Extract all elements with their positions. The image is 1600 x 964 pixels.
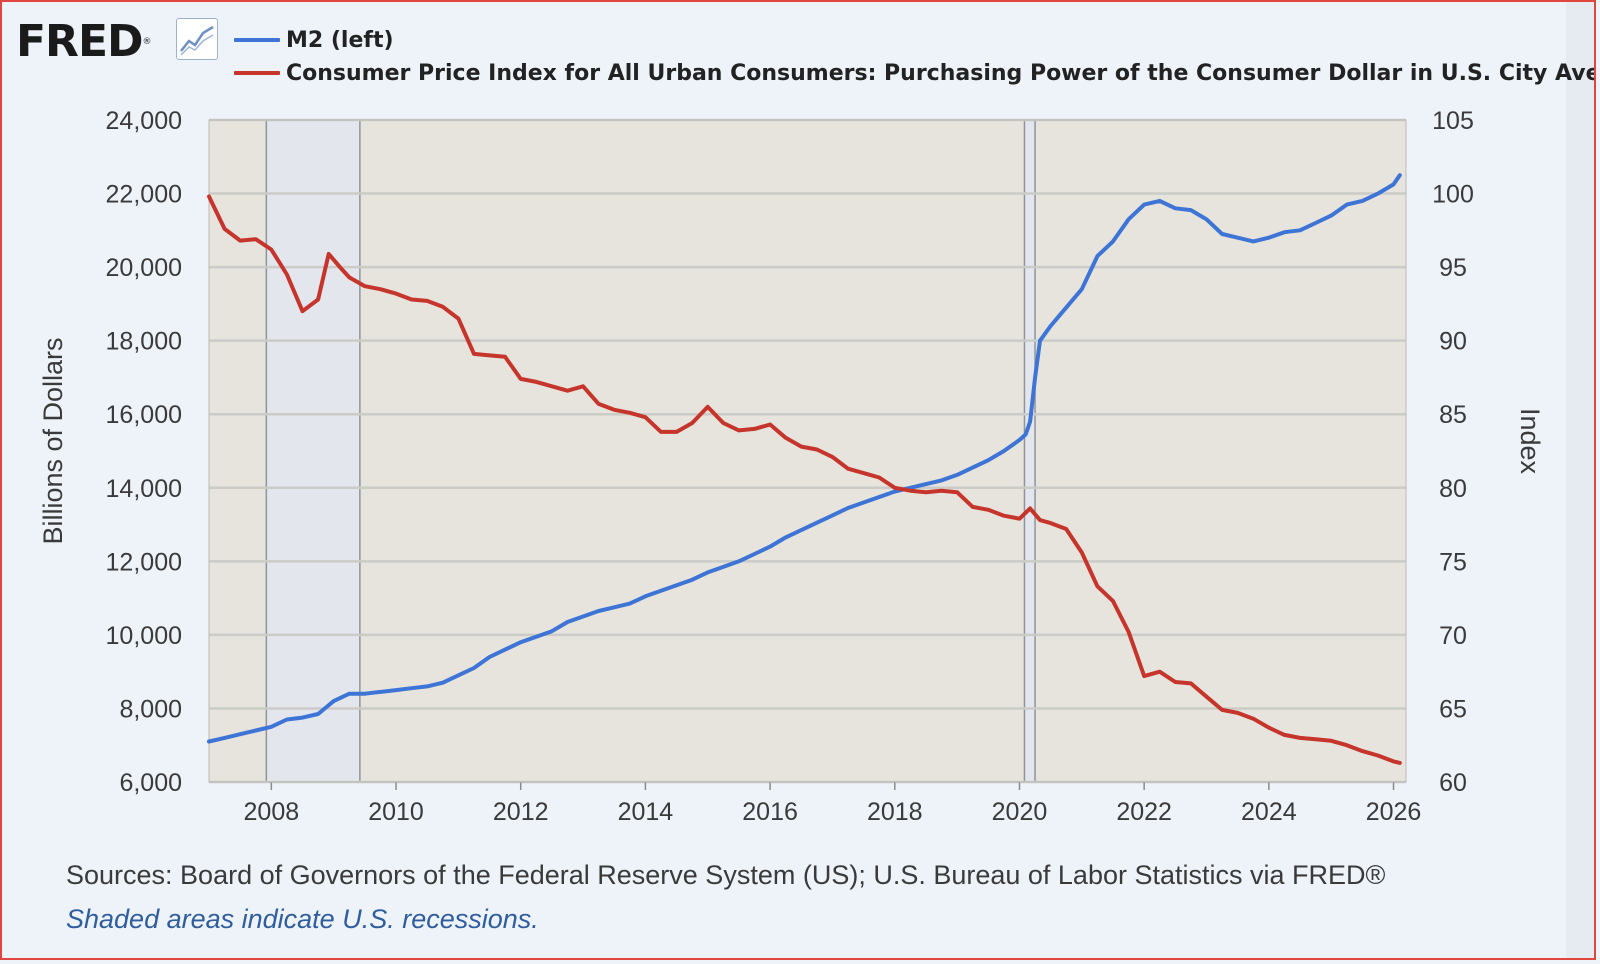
x-tick-5: 2018 xyxy=(867,798,923,826)
x-tick-3: 2014 xyxy=(618,798,674,826)
logo-text: FRED xyxy=(16,16,144,67)
series-line-m2 xyxy=(207,173,1402,744)
recession-note: Shaded areas indicate U.S. recessions. xyxy=(66,904,539,934)
y-tick-right-8: 100 xyxy=(1432,181,1474,209)
y-axis-title-right: Index xyxy=(1515,408,1545,475)
y-tick-left-8: 22,000 xyxy=(106,181,182,209)
recession-band-0 xyxy=(266,120,360,782)
legend-swatch-m2 xyxy=(234,38,280,42)
y-tick-right-6: 90 xyxy=(1439,328,1467,356)
plot-area xyxy=(209,120,1406,782)
legend-item-m2[interactable]: M2 (left) xyxy=(234,25,394,55)
y-tick-right-9: 105 xyxy=(1432,107,1474,135)
y-tick-left-1: 8,000 xyxy=(119,695,182,723)
plot-border xyxy=(208,119,1407,783)
x-tick-1: 2010 xyxy=(368,798,424,826)
x-tick-9: 2026 xyxy=(1366,798,1422,826)
recession-band-1 xyxy=(1024,120,1036,782)
line-chart-icon xyxy=(176,18,218,60)
legend-swatch-cpi xyxy=(234,71,280,75)
fred-logo: FRED® xyxy=(16,14,152,70)
sources-text: Sources: Board of Governors of the Feder… xyxy=(66,860,1386,890)
y-tick-left-9: 24,000 xyxy=(106,107,182,135)
y-tick-right-4: 80 xyxy=(1439,475,1467,503)
legend-label-m2: M2 (left) xyxy=(286,27,394,53)
y-tick-right-5: 85 xyxy=(1439,401,1467,429)
x-tick-2: 2012 xyxy=(493,798,549,826)
x-tick-6: 2020 xyxy=(992,798,1048,826)
y-tick-left-0: 6,000 xyxy=(119,769,182,797)
y-tick-left-4: 14,000 xyxy=(106,475,182,503)
x-tick-0: 2008 xyxy=(244,798,300,826)
legend-item-cpi[interactable]: Consumer Price Index for All Urban Consu… xyxy=(234,58,1596,88)
series-line-cpi xyxy=(207,194,1402,765)
y-tick-right-3: 75 xyxy=(1439,548,1467,576)
y-tick-left-2: 10,000 xyxy=(106,622,182,650)
y-tick-left-5: 16,000 xyxy=(106,401,182,429)
x-tick-8: 2024 xyxy=(1241,798,1297,826)
x-tick-7: 2022 xyxy=(1116,798,1172,826)
y-tick-right-0: 60 xyxy=(1439,769,1467,797)
x-tick-4: 2016 xyxy=(742,798,798,826)
logo-registered-mark: ® xyxy=(142,37,152,47)
y-tick-right-1: 65 xyxy=(1439,695,1467,723)
y-tick-right-7: 95 xyxy=(1439,254,1467,282)
legend-label-cpi: Consumer Price Index for All Urban Consu… xyxy=(286,60,1596,86)
y-tick-left-3: 12,000 xyxy=(106,548,182,576)
y-tick-left-6: 18,000 xyxy=(106,328,182,356)
scrollbar-gutter xyxy=(1566,2,1594,958)
y-tick-left-7: 20,000 xyxy=(106,254,182,282)
y-axis-title-left: Billions of Dollars xyxy=(38,337,68,544)
y-tick-right-2: 70 xyxy=(1439,622,1467,650)
